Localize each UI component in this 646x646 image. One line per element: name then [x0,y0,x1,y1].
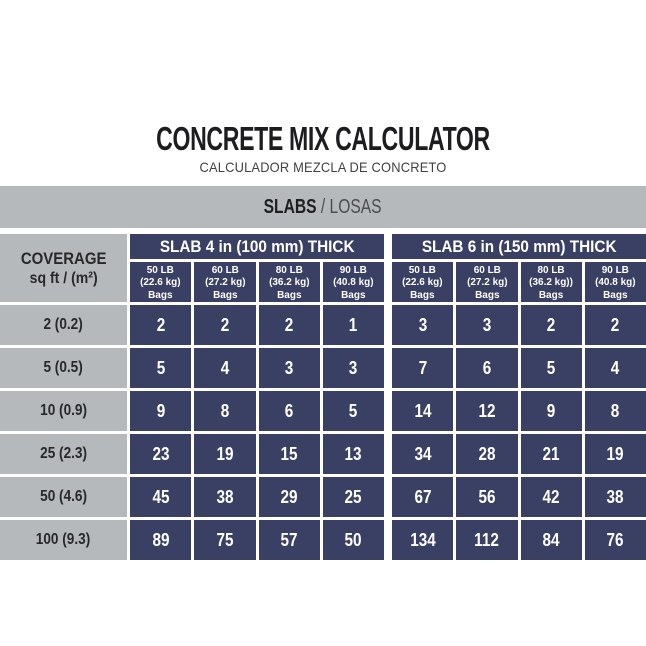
bag-count-cell: 134 [392,520,454,561]
bag-count-cell: 42 [520,477,582,518]
bag-count-cell: 7 [392,348,454,389]
coverage-row-label: 5 (0.5) [0,348,127,389]
bag-count-cell: 2 [584,305,646,346]
bag-count-cell: 9 [520,391,582,432]
bag-count-cell: 6 [456,348,518,389]
bag-count-cell: 67 [392,477,454,518]
bag-count-cell: 84 [520,520,582,561]
bag-count-cell: 4 [194,348,256,389]
bag-count-cell: 2 [194,305,256,346]
bag-count-cell: 8 [194,391,256,432]
bag-count-cell: 15 [258,434,320,475]
coverage-row-label: 25 (2.3) [0,434,127,475]
bag-count-cell: 5 [322,391,384,432]
bag-count-cell: 12 [456,391,518,432]
bag-count-cell: 23 [130,434,192,475]
bag-count-cell: 3 [456,305,518,346]
bag-column-header: 80 LB (36.2 kg) Bags [258,262,320,303]
bag-column-header: 60 LB (27.2 kg) Bags [456,262,518,303]
bag-count-cell: 1 [322,305,384,346]
coverage-header: COVERAGE sq ft / (m²) [0,234,127,303]
slab-group-header: SLAB 6 in (150 mm) THICK [392,234,646,260]
bag-count-cell: 3 [322,348,384,389]
bag-count-cell: 50 [322,520,384,561]
bag-count-cell: 21 [520,434,582,475]
bag-count-cell: 56 [456,477,518,518]
bag-count-cell: 3 [258,348,320,389]
bag-count-cell: 89 [130,520,192,561]
bag-count-cell: 8 [584,391,646,432]
bag-count-cell: 3 [392,305,454,346]
bag-count-cell: 2 [258,305,320,346]
bag-count-cell: 9 [130,391,192,432]
page-header: CONCRETE MIX CALCULATOR CALCULADOR MEZCL… [0,0,646,175]
bag-count-cell: 19 [584,434,646,475]
bag-count-cell: 6 [258,391,320,432]
section-title: SLABS / LOSAS [264,196,382,219]
bag-count-cell: 5 [130,348,192,389]
bag-column-header: 90 LB (40.8 kg) Bags [322,262,384,303]
bag-column-header: 50 LB (22.6 kg) Bags [392,262,454,303]
bag-count-cell: 38 [584,477,646,518]
section-title-separator: / [316,195,330,218]
coverage-row-label: 2 (0.2) [0,305,127,346]
coverage-row-label: 50 (4.6) [0,477,127,518]
coverage-row-label: 10 (0.9) [0,391,127,432]
bag-count-cell: 57 [258,520,320,561]
section-title-secondary: LOSAS [329,195,382,218]
bag-count-cell: 38 [194,477,256,518]
bag-count-cell: 4 [584,348,646,389]
bag-count-cell: 34 [392,434,454,475]
coverage-row-label: 100 (9.3) [0,520,127,561]
bag-count-cell: 29 [258,477,320,518]
coverage-header-unit: sq ft / (m²) [29,269,98,287]
slab-group-header: SLAB 4 in (100 mm) THICK [130,234,384,260]
bag-count-cell: 28 [456,434,518,475]
bag-count-cell: 112 [456,520,518,561]
section-bar: SLABS / LOSAS [0,186,646,229]
bag-count-cell: 45 [130,477,192,518]
page-subtitle: CALCULADOR MEZCLA DE CONCRETO [199,159,447,175]
page-title: CONCRETE MIX CALCULATOR [156,120,490,157]
bag-count-cell: 5 [520,348,582,389]
bag-count-cell: 19 [194,434,256,475]
bag-count-cell: 13 [322,434,384,475]
bag-count-cell: 25 [322,477,384,518]
bag-count-cell: 75 [194,520,256,561]
bag-column-header: 80 LB (36.2 kg)) Bags [520,262,582,303]
section-title-primary: SLABS [264,195,317,218]
bag-count-cell: 14 [392,391,454,432]
bag-column-header: 60 LB (27.2 kg) Bags [194,262,256,303]
bag-column-header: 50 LB (22.6 kg) Bags [130,262,192,303]
coverage-header-title: COVERAGE [20,248,107,268]
slab-coverage-table: COVERAGE sq ft / (m²) SLAB 4 in (100 mm) T… [0,234,646,561]
bag-count-cell: 76 [584,520,646,561]
bag-count-cell: 2 [130,305,192,346]
bag-count-cell: 2 [520,305,582,346]
bag-column-header: 90 LB (40.8 kg) Bags [584,262,646,303]
